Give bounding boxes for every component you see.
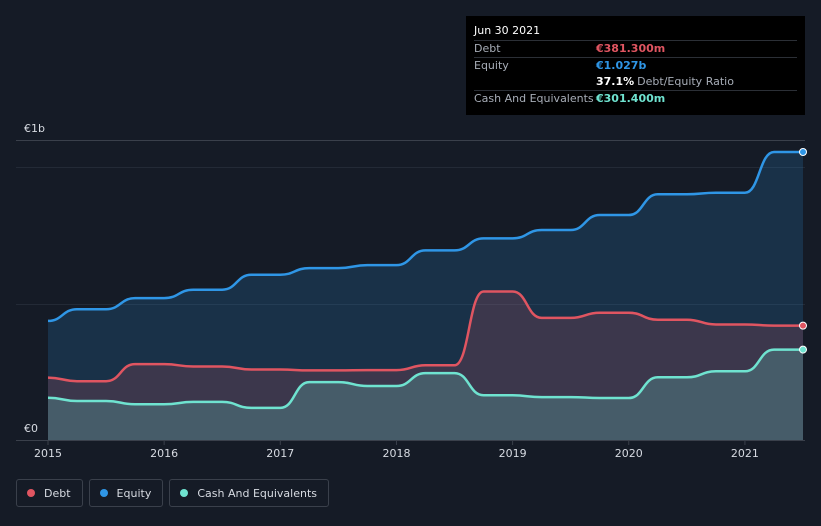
tooltip-equity-value: €1.027b — [596, 59, 647, 72]
tooltip-cash-label: Cash And Equivalents — [474, 92, 594, 105]
tooltip-debt-value: €381.300m — [596, 42, 666, 55]
x-tick-label: 2015 — [34, 447, 62, 460]
x-tick-label: 2016 — [150, 447, 178, 460]
series-end-markers — [799, 148, 807, 354]
tooltip-panel: Jun 30 2021 Debt €381.300m Equity €1.027… — [466, 16, 805, 115]
legend-item-debt[interactable]: Debt — [16, 479, 83, 507]
x-tick-label: 2021 — [731, 447, 759, 460]
x-tick-label: 2018 — [382, 447, 410, 460]
debt-line — [47, 290, 803, 383]
x-tick-label: 2020 — [615, 447, 643, 460]
tooltip-ratio-label: Debt/Equity Ratio — [637, 75, 734, 88]
tooltip-row-cash: Cash And Equivalents €301.400m — [474, 90, 797, 107]
y-tick-label: €0 — [24, 422, 38, 435]
tooltip-cash-value: €301.400m — [596, 92, 666, 105]
tooltip-row-debt: Debt €381.300m — [474, 40, 797, 57]
series-lines — [47, 150, 803, 410]
equity-line — [47, 150, 803, 323]
legend-item-equity[interactable]: Equity — [88, 479, 164, 507]
legend-label-equity: Equity — [116, 486, 152, 500]
legend-dot-cash-icon — [180, 489, 189, 497]
x-tick-label: 2017 — [266, 447, 294, 460]
cash-end-marker — [799, 345, 807, 354]
axes: €0 €1b 2015 2016 2017 2018 2019 2020 2021 — [16, 122, 805, 460]
chart-legend: Debt Equity Cash And Equivalents — [16, 479, 329, 507]
tooltip-ratio-value: 37.1% — [596, 75, 635, 88]
legend-item-cash[interactable]: Cash And Equivalents — [169, 479, 329, 507]
legend-dot-equity-icon — [99, 489, 108, 497]
cash-area — [48, 349, 803, 440]
y-tick-label: €1b — [24, 122, 45, 135]
tooltip-date: Jun 30 2021 — [474, 24, 541, 37]
legend-label-cash: Cash And Equivalents — [197, 486, 317, 500]
legend-label-debt: Debt — [44, 486, 71, 500]
tooltip-row-equity: Equity €1.027b — [474, 57, 797, 74]
legend-dot-debt-icon — [27, 489, 35, 497]
equity-end-marker — [799, 148, 807, 156]
tooltip-equity-label: Equity — [474, 59, 509, 72]
tooltip-row-ratio: 37.1% Debt/Equity Ratio — [474, 74, 797, 90]
cash-line — [47, 348, 803, 410]
debt-end-marker — [799, 321, 807, 330]
tooltip-debt-label: Debt — [474, 42, 501, 55]
x-tick-label: 2019 — [499, 447, 527, 460]
